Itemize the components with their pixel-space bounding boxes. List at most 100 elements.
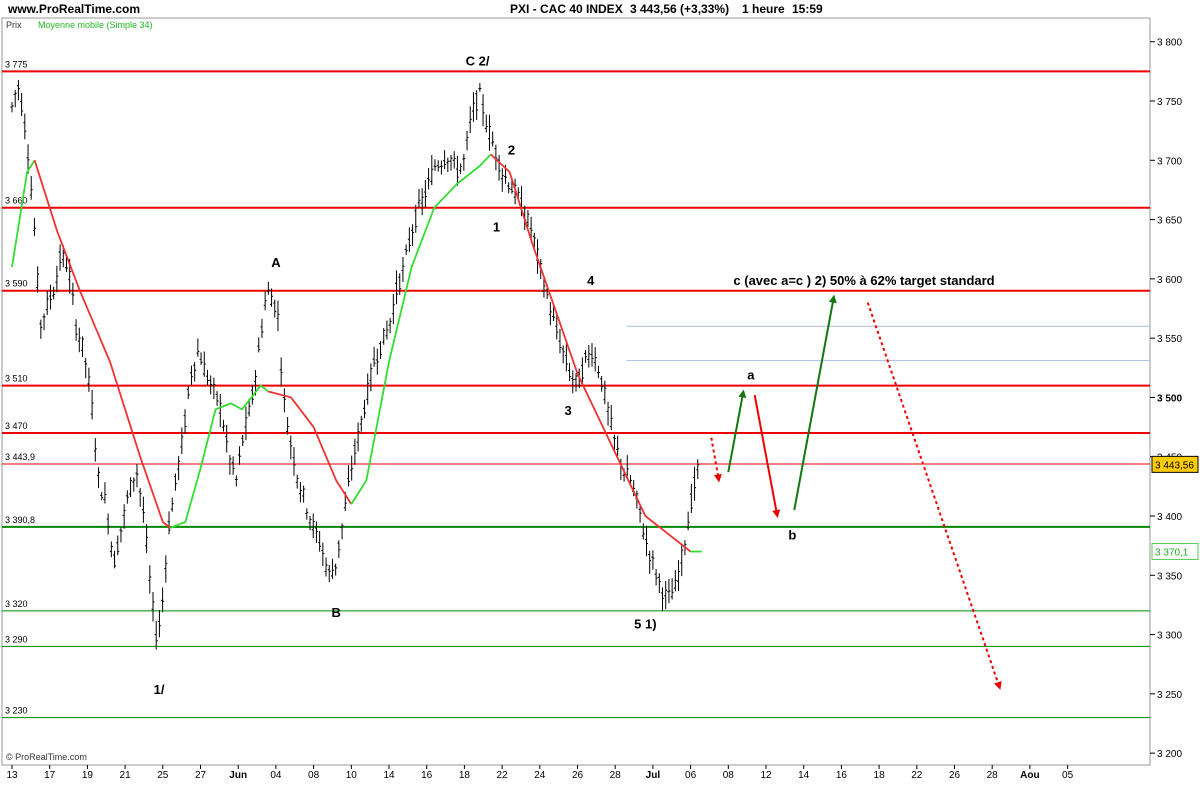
candle-120 xyxy=(395,270,399,305)
site-name: www.ProRealTime.com xyxy=(7,2,140,16)
wave-label-8: 5 1) xyxy=(634,617,656,632)
candle-179 xyxy=(584,349,588,363)
candle-200 xyxy=(651,550,655,570)
candle-95 xyxy=(314,521,318,543)
last-price-value: 3 443,56 xyxy=(1155,460,1194,471)
candle-13 xyxy=(52,286,56,300)
candle-113 xyxy=(372,346,376,367)
wave-label-3: 1 xyxy=(493,219,500,234)
candle-88 xyxy=(292,447,296,476)
projection-arrows xyxy=(710,294,1002,690)
candle-125 xyxy=(411,224,415,246)
candle-108 xyxy=(356,422,360,452)
candle-20 xyxy=(74,319,78,341)
ma-segment-5 xyxy=(490,153,692,553)
candle-48 xyxy=(164,555,168,583)
candle-45 xyxy=(154,620,158,650)
candle-7 xyxy=(32,217,36,237)
candle-21 xyxy=(77,327,81,353)
candle-64 xyxy=(215,391,219,406)
candle-149 xyxy=(487,114,491,151)
candle-174 xyxy=(568,362,572,382)
ma-segment-2 xyxy=(170,384,269,529)
candle-150 xyxy=(491,131,495,147)
candle-213 xyxy=(693,466,697,501)
candle-189 xyxy=(616,435,620,457)
candle-116 xyxy=(382,327,386,345)
candle-80 xyxy=(266,281,270,295)
candle-105 xyxy=(346,465,350,487)
candle-169 xyxy=(552,306,556,322)
candle-85 xyxy=(282,388,286,413)
candle-173 xyxy=(564,343,568,372)
candle-203 xyxy=(661,587,665,612)
candle-79 xyxy=(263,291,267,311)
level-label-2: 3 590 xyxy=(5,279,28,289)
candle-0 xyxy=(10,102,14,113)
candle-117 xyxy=(385,320,389,340)
candle-112 xyxy=(369,363,373,392)
x-tick-label-3: 21 xyxy=(120,770,132,781)
candle-214 xyxy=(696,459,700,480)
level-label-5: 3 443,9 xyxy=(5,452,35,462)
projection-arrow-3 xyxy=(793,294,837,511)
candle-185 xyxy=(603,380,607,405)
candle-128 xyxy=(420,188,424,216)
y-tick-label-12: 3 800 xyxy=(1157,38,1182,49)
candle-31 xyxy=(109,541,113,558)
candle-144 xyxy=(471,92,475,122)
candle-209 xyxy=(680,544,684,577)
candle-51 xyxy=(173,473,177,491)
ma-segment-4 xyxy=(350,153,492,505)
header-period: 1 heure xyxy=(742,2,785,16)
candle-196 xyxy=(638,506,642,523)
y-tick-label-9: 3 650 xyxy=(1157,216,1182,227)
candle-182 xyxy=(593,347,597,372)
projection-arrow-0 xyxy=(710,437,722,483)
candle-11 xyxy=(45,291,49,315)
y-tick-label-8: 3 600 xyxy=(1157,275,1182,286)
y-tick-label-4: 3 400 xyxy=(1157,512,1182,523)
candle-75 xyxy=(250,384,254,405)
candle-25 xyxy=(90,389,94,420)
x-tick-label-12: 18 xyxy=(459,770,471,781)
level-label-4: 3 470 xyxy=(5,421,28,431)
candle-118 xyxy=(388,317,392,334)
candle-206 xyxy=(670,578,674,600)
x-tick-label-25: 26 xyxy=(949,770,961,781)
candle-29 xyxy=(103,482,107,504)
candle-161 xyxy=(526,209,530,227)
candle-77 xyxy=(257,337,261,353)
candle-211 xyxy=(686,511,690,531)
wave-label-0: C 2/ xyxy=(466,53,490,68)
candle-111 xyxy=(366,373,370,405)
y-tick-label-11: 3 750 xyxy=(1157,97,1182,108)
candle-98 xyxy=(324,557,328,577)
candle-8 xyxy=(36,266,40,293)
x-tick-label-19: 08 xyxy=(723,770,735,781)
candle-106 xyxy=(350,455,354,481)
candle-90 xyxy=(298,482,302,503)
wave-label-2: 2 xyxy=(508,142,515,157)
candle-59 xyxy=(199,352,203,366)
x-tick-label-11: 16 xyxy=(421,770,433,781)
x-tick-label-10: 14 xyxy=(383,770,395,781)
candle-26 xyxy=(93,438,97,462)
candle-145 xyxy=(475,90,479,120)
candle-4 xyxy=(23,113,27,140)
ma-segment-1 xyxy=(33,160,171,529)
candle-119 xyxy=(391,294,395,325)
x-tick-label-27: Aou xyxy=(1020,770,1039,781)
candle-130 xyxy=(427,167,431,190)
candle-12 xyxy=(48,284,52,310)
candle-37 xyxy=(129,477,133,498)
candle-170 xyxy=(555,314,559,340)
candle-181 xyxy=(590,343,594,367)
candle-184 xyxy=(600,376,604,392)
candle-205 xyxy=(667,579,671,604)
level-label-6: 3 390,8 xyxy=(5,515,35,525)
y-tick-label-6: 3 500 xyxy=(1157,393,1182,404)
candle-172 xyxy=(561,345,565,364)
candle-65 xyxy=(218,393,222,427)
projection-arrow-1 xyxy=(727,389,747,473)
